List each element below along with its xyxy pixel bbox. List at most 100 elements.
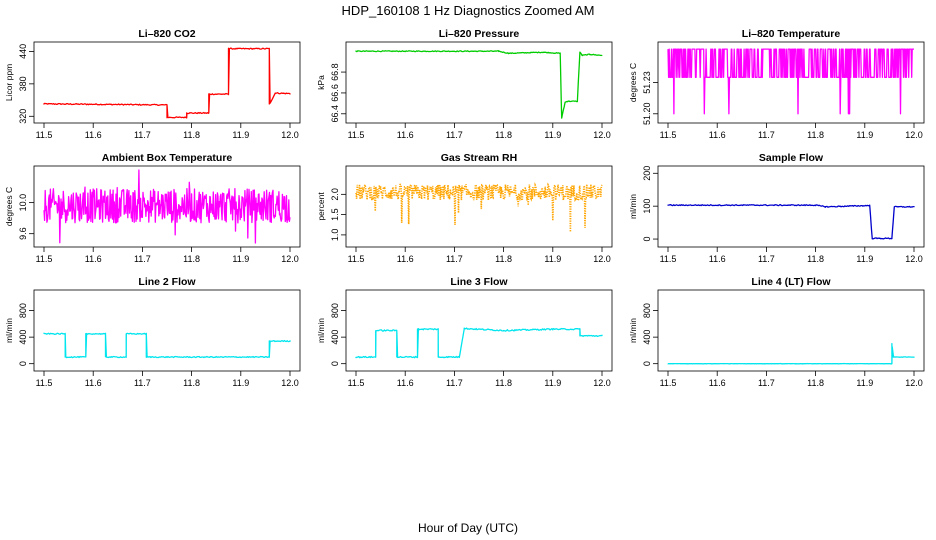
x-tick-label: 12.0 [905,378,923,388]
panel-title: Li–820 CO2 [138,28,195,40]
y-tick-label: 400 [642,330,652,345]
y-tick-label: 440 [18,44,28,59]
series-line-line3 [355,327,603,359]
x-tick-label: 11.9 [232,378,249,388]
x-tick-label: 12.0 [593,378,611,388]
x-tick-label: 12.0 [905,130,923,140]
panel-title: Gas Stream RH [441,152,517,164]
series-line-rh [355,182,603,232]
series-line-line2 [43,332,291,359]
plot-frame [33,289,301,372]
panel-temperature: Li–820 Temperature degrees C 11.5 11.6 11.7 1… [628,28,925,140]
x-tick-label: 11.9 [856,254,873,264]
x-tick-label: 11.6 [709,254,726,264]
series-points-rh [355,182,603,232]
panel-title: Sample Flow [759,152,824,164]
x-tick-label: 12.0 [281,254,299,264]
x-tick-label: 11.6 [709,130,726,140]
x-tick-label: 11.9 [544,378,561,388]
plot-frame [33,165,301,248]
x-tick-label: 12.0 [593,130,611,140]
panel-title: Line 2 Flow [138,276,196,288]
x-tick-label: 11.9 [232,130,249,140]
series-line-temperature [667,48,915,115]
panel-rh: Gas Stream RH percent 11.5 11.6 11.7 11.8 11.9… [316,152,613,264]
x-tick-label: 11.7 [134,254,151,264]
panel-line4: Line 4 (LT) Flow ml/min 11.5 11.6 11.7 11.8 11… [628,276,925,388]
x-tick-label: 11.5 [36,378,53,388]
x-tick-label: 11.7 [134,130,151,140]
panel-title: Li–820 Temperature [742,28,841,40]
x-tick-label: 11.5 [348,130,365,140]
plot-frame [33,41,301,124]
y-axis-label: degrees C [628,63,638,102]
x-tick-label: 11.6 [85,378,102,388]
y-tick-label: 1.5 [330,208,340,221]
panel-line3: Line 3 Flow ml/min 11.5 11.6 11.7 11.8 11.9 12.… [316,276,613,388]
x-tick-label: 12.0 [905,254,923,264]
x-tick-label: 11.8 [807,378,824,388]
x-tick-label: 11.9 [856,130,873,140]
x-tick-label: 11.5 [660,378,677,388]
x-tick-label: 11.6 [85,130,102,140]
x-tick-label: 11.9 [544,130,561,140]
x-tick-label: 11.7 [446,130,463,140]
x-tick-label: 11.7 [134,378,151,388]
panel-pressure: Li–820 Pressure kPa 11.5 11.6 11.7 11.8 11.9 12… [316,28,613,140]
x-tick-label: 11.6 [85,254,102,264]
panel-sample: Sample Flow ml/min 11.5 11.6 11.7 11.8 11.9 12.… [628,152,925,264]
x-tick-label: 11.5 [348,254,365,264]
y-tick-label: 800 [642,303,652,318]
panel-ambient: Ambient Box Temperature degrees C 11.5 11.6… [4,152,301,264]
plot-frame [657,289,925,372]
y-tick-label: 200 [642,166,652,181]
x-tick-label: 11.8 [807,254,824,264]
plot-frame [345,289,613,372]
x-tick-label: 11.5 [348,378,365,388]
plot-frame [345,165,613,248]
x-tick-label: 11.9 [544,254,561,264]
y-tick-label: 66.6 [330,84,340,102]
x-tick-label: 11.5 [660,130,677,140]
figure-title: HDP_160108 1 Hz Diagnostics Zoomed AM [342,3,595,18]
y-tick-label: 66.8 [330,63,340,81]
y-tick-label: 9.6 [18,227,28,240]
x-tick-label: 11.7 [758,130,775,140]
series-line-sample [667,204,915,240]
y-tick-label: 10.0 [18,194,28,212]
y-tick-label: 380 [18,76,28,91]
x-tick-label: 11.6 [397,254,414,264]
panel-title: Line 3 Flow [450,276,508,288]
plot-frame [657,165,925,248]
panel-title: Ambient Box Temperature [102,152,233,164]
x-tick-label: 11.8 [495,254,512,264]
x-tick-label: 11.6 [397,130,414,140]
y-tick-label: 800 [330,303,340,318]
series-line-line4 [667,342,915,365]
x-tick-label: 12.0 [593,254,611,264]
x-tick-label: 11.8 [183,130,200,140]
panel-line2: Line 2 Flow ml/min 11.5 11.6 11.7 11.8 11.9 12.… [4,276,301,388]
plot-frame [345,41,613,124]
y-axis-label: Licor ppm [4,64,14,101]
y-tick-label: 400 [330,330,340,345]
series-line-co2 [43,47,291,119]
figure-x-axis-label: Hour of Day (UTC) [418,521,518,535]
x-tick-label: 11.8 [183,378,200,388]
series-line-pressure [355,50,603,119]
x-tick-label: 11.8 [495,378,512,388]
y-tick-label: 2.0 [330,188,340,201]
y-axis-label: kPa [316,75,326,90]
y-tick-label: 0 [642,237,652,242]
y-axis-label: ml/min [628,194,638,219]
series-line-ambient [43,169,291,244]
x-tick-label: 11.5 [36,130,53,140]
x-tick-label: 11.8 [807,130,824,140]
y-tick-label: 0 [330,361,340,366]
y-tick-label: 320 [18,109,28,124]
x-tick-label: 12.0 [281,378,299,388]
x-tick-label: 11.9 [856,378,873,388]
y-axis-label: degrees C [4,187,14,226]
x-tick-label: 11.5 [660,254,677,264]
